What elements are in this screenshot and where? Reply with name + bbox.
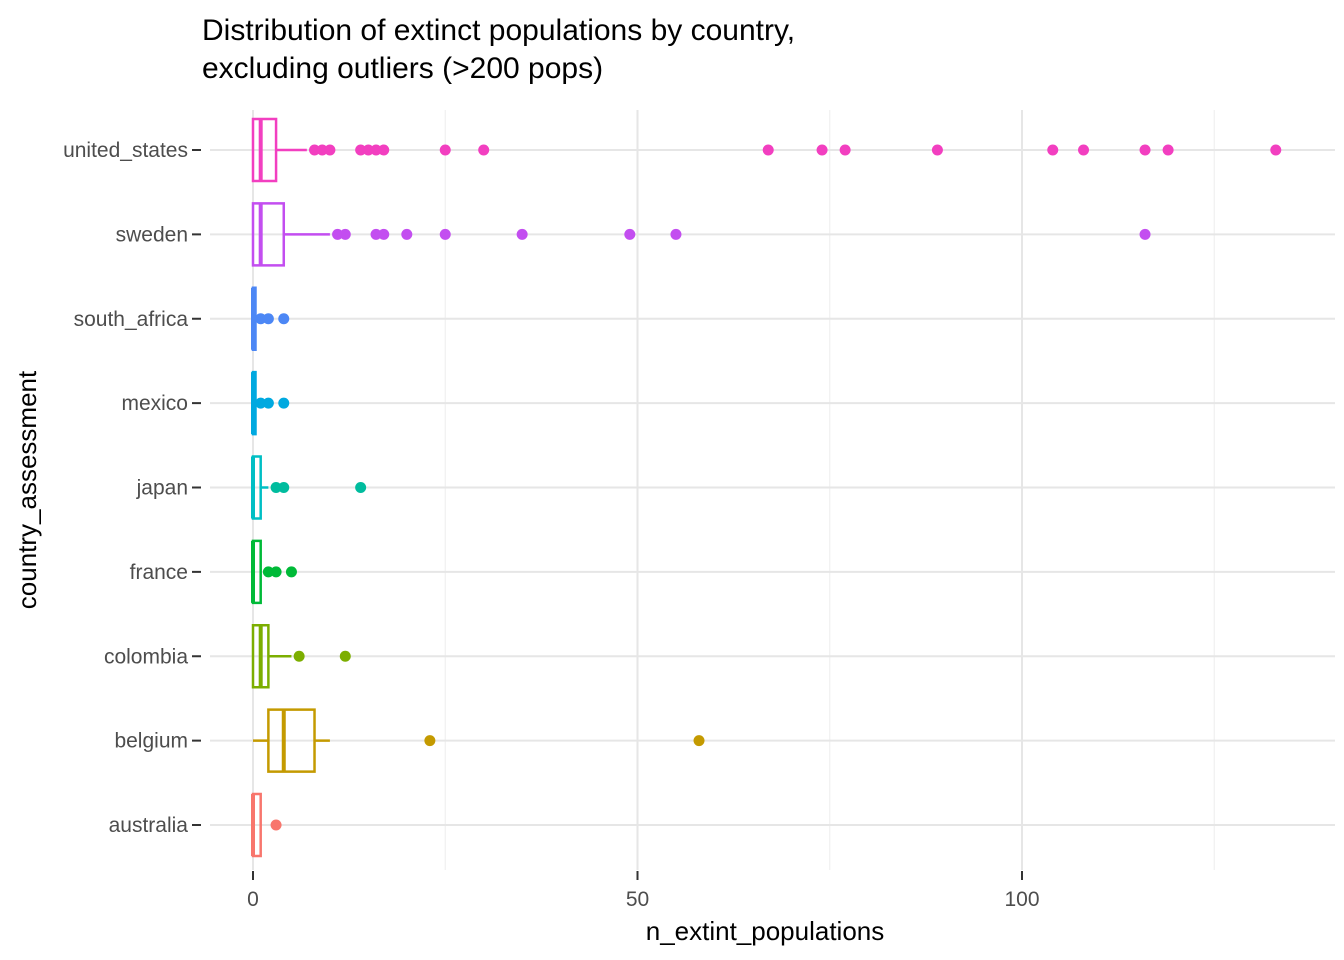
box-iqr bbox=[251, 202, 286, 267]
outlier-point bbox=[378, 144, 390, 156]
outlier-point bbox=[1047, 144, 1059, 156]
outlier-point bbox=[1139, 144, 1151, 156]
outlier-point bbox=[355, 144, 367, 156]
y-axis: australia belgium colombia france japan mexic… bbox=[63, 139, 201, 837]
outlier-point bbox=[262, 313, 274, 325]
outlier-point bbox=[255, 397, 267, 409]
outlier-point bbox=[339, 650, 351, 662]
y-tick-label: australia bbox=[109, 814, 189, 837]
box-united_states bbox=[251, 117, 1282, 183]
outlier-point bbox=[439, 144, 451, 156]
box-belgium bbox=[253, 708, 705, 773]
outlier-point bbox=[362, 144, 374, 156]
outlier-point bbox=[262, 566, 274, 578]
outlier-point bbox=[285, 566, 297, 578]
outlier-point bbox=[339, 228, 351, 240]
x-axis-title: n_extint_populations bbox=[646, 916, 885, 946]
outlier-point bbox=[401, 228, 413, 240]
outlier-point bbox=[262, 397, 274, 409]
box-colombia bbox=[251, 624, 351, 689]
outlier-point bbox=[316, 144, 328, 156]
outlier-point bbox=[624, 228, 636, 240]
outlier-point bbox=[816, 144, 828, 156]
outlier-point bbox=[1078, 144, 1090, 156]
outlier-point bbox=[478, 144, 490, 156]
outlier-point bbox=[1139, 228, 1151, 240]
outlier-point bbox=[370, 144, 382, 156]
outlier-point bbox=[839, 144, 851, 156]
x-tick-label: 0 bbox=[247, 888, 259, 911]
outlier-point bbox=[355, 482, 367, 493]
outlier-point bbox=[270, 566, 282, 578]
box-mexico bbox=[251, 370, 290, 436]
box-australia bbox=[251, 792, 282, 858]
boxplot-series bbox=[251, 117, 1282, 858]
outlier-point bbox=[255, 313, 267, 325]
outlier-point bbox=[1162, 144, 1174, 156]
outlier-point bbox=[270, 482, 282, 493]
grid-lines bbox=[210, 110, 1335, 870]
x-axis: 0 50 100 bbox=[247, 871, 1040, 911]
y-tick-label: france bbox=[130, 561, 188, 584]
outlier-point bbox=[931, 144, 943, 156]
y-tick-label: belgium bbox=[114, 730, 188, 753]
box-south_africa bbox=[251, 286, 290, 351]
outlier-point bbox=[439, 228, 451, 240]
y-tick-label: colombia bbox=[104, 645, 188, 668]
outlier-point bbox=[309, 144, 321, 156]
outlier-point bbox=[332, 228, 344, 240]
box-sweden bbox=[251, 202, 1151, 267]
box-iqr bbox=[251, 117, 278, 183]
outlier-point bbox=[270, 819, 282, 831]
y-tick-label: sweden bbox=[116, 223, 188, 246]
y-axis-title: country_assessment bbox=[12, 370, 42, 609]
outlier-point bbox=[293, 650, 305, 662]
outlier-point bbox=[278, 397, 290, 409]
y-tick-label: japan bbox=[136, 477, 188, 500]
chart-title: Distribution of extinct populations by c… bbox=[202, 14, 796, 85]
outlier-point bbox=[378, 228, 390, 240]
box-japan bbox=[251, 455, 367, 520]
outlier-point bbox=[762, 144, 774, 156]
box-france bbox=[251, 539, 297, 605]
outlier-point bbox=[324, 144, 336, 156]
outlier-point bbox=[693, 735, 705, 747]
outlier-point bbox=[370, 228, 382, 240]
y-tick-label: united_states bbox=[63, 139, 188, 162]
outlier-point bbox=[516, 228, 528, 240]
box-iqr bbox=[267, 708, 316, 773]
y-tick-label: mexico bbox=[121, 392, 188, 415]
outlier-point bbox=[424, 735, 436, 747]
outlier-point bbox=[278, 482, 290, 493]
x-tick-label: 100 bbox=[1004, 888, 1039, 911]
y-tick-label: south_africa bbox=[74, 308, 189, 331]
outlier-point bbox=[278, 313, 290, 325]
outlier-point bbox=[670, 228, 682, 240]
outlier-point bbox=[1270, 144, 1282, 156]
x-tick-label: 50 bbox=[626, 888, 649, 911]
